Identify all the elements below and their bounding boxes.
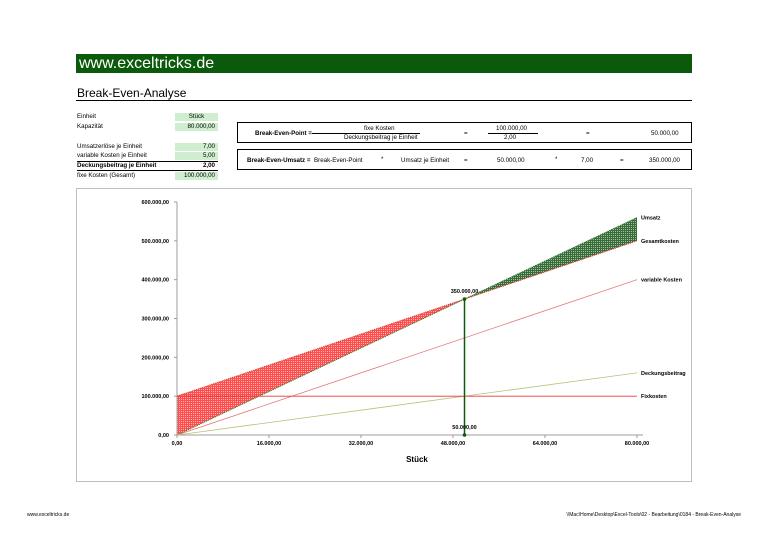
einheit-label: Einheit bbox=[77, 113, 96, 120]
series-label: Fixkosten bbox=[641, 394, 667, 400]
beu-result: 350.000,00 bbox=[649, 157, 680, 164]
y-tick-label: 100.000,00 bbox=[141, 394, 169, 400]
footer-right: \\Mac\Home\Desktop\Excel-Tools\02 - Bear… bbox=[566, 512, 741, 518]
beu-term2: Umsatz je Einheit bbox=[401, 157, 450, 164]
break-even-point bbox=[462, 297, 467, 301]
sum-rule-bottom bbox=[77, 170, 218, 171]
umsatzerloese-label: Umsatzerlöse je Einheit bbox=[77, 143, 142, 150]
series-label: Deckungsbeitrag bbox=[641, 371, 686, 377]
bep-fraction-line bbox=[312, 133, 420, 134]
bep-value-fraction-line bbox=[488, 133, 538, 134]
bep-denominator-value: 2,00 bbox=[504, 134, 517, 141]
series-line bbox=[176, 279, 638, 436]
title-divider bbox=[76, 100, 692, 101]
chart-canvas: 0,00 100.000,00 200.000,00 300.000,00 400.00… bbox=[141, 200, 686, 464]
beu-value1: 50.000,00 bbox=[497, 157, 525, 164]
x-tick-label: 48.000,00 bbox=[441, 441, 465, 447]
break-even-chart[interactable]: 0,00 100.000,00 200.000,00 300.000,00 400.00… bbox=[76, 188, 692, 482]
beu-op2: * bbox=[555, 156, 558, 163]
bep-result: 50.000,00 bbox=[651, 130, 679, 137]
y-tick-label: 600.000,00 bbox=[141, 200, 169, 206]
x-tick-label: 16.000,00 bbox=[257, 441, 281, 447]
y-tick-label: 0,00 bbox=[158, 433, 169, 439]
series-line bbox=[176, 217, 638, 436]
footer-left: www.exceltricks.de bbox=[27, 512, 70, 518]
umsatzerloese-value[interactable]: 7,00 bbox=[175, 143, 218, 151]
break-even-x-point bbox=[462, 433, 467, 437]
beu-equals-2: = bbox=[620, 157, 624, 164]
y-tick-label: 500.000,00 bbox=[141, 239, 169, 245]
bep-denominator-label: Deckungsbeitrag je Einheit bbox=[344, 134, 418, 141]
series-label: Umsatz bbox=[641, 216, 661, 222]
bep-equals-1: = bbox=[464, 130, 468, 137]
annotation-label: 350.000,00 bbox=[451, 289, 479, 295]
fixe-kosten-label: fixe Kosten (Gesamt) bbox=[77, 172, 136, 179]
x-tick-label: 32.000,00 bbox=[349, 441, 373, 447]
deckungsbeitrag-value: 2,00 bbox=[202, 162, 215, 169]
series-label: variable Kosten bbox=[641, 278, 683, 284]
series-line bbox=[176, 372, 638, 436]
beu-value2: 7,00 bbox=[581, 157, 594, 164]
fixe-kosten-value[interactable]: 100.000,00 bbox=[175, 172, 218, 180]
beu-term1: Break-Even-Point bbox=[314, 157, 363, 164]
bep-numerator-label: fixe Kosten bbox=[364, 125, 395, 132]
annotation-label: 50.000,00 bbox=[452, 425, 476, 431]
sum-rule-top bbox=[77, 161, 218, 162]
beu-op1: * bbox=[381, 156, 384, 163]
x-axis-title: Stück bbox=[406, 455, 428, 464]
y-tick-label: 400.000,00 bbox=[141, 278, 169, 284]
variable-kosten-value[interactable]: 5,00 bbox=[175, 152, 218, 160]
x-tick-label: 0,00 bbox=[172, 441, 183, 447]
page-title: Break-Even-Analyse bbox=[77, 86, 187, 100]
break-even-umsatz-box: Break-Even-Umsatz = Break-Even-Point * U… bbox=[237, 149, 692, 170]
break-even-point-box: Break-Even-Point = fixe Kosten Deckungsb… bbox=[237, 122, 692, 143]
site-banner: www.exceltricks.de bbox=[76, 54, 692, 73]
kapazitaet-value[interactable]: 80.000,00 bbox=[175, 123, 218, 131]
kapazitaet-label: Kapazität bbox=[77, 123, 103, 130]
bep-equals-2: = bbox=[586, 130, 590, 137]
deckungsbeitrag-label: Deckungsbeitrag je Einheit bbox=[77, 162, 157, 169]
variable-kosten-label: variable Kosten je Einheit bbox=[77, 152, 147, 159]
x-tick-label: 80.000,00 bbox=[625, 441, 649, 447]
series-line bbox=[176, 240, 638, 397]
einheit-value[interactable]: Stück bbox=[175, 113, 218, 121]
y-tick-label: 200.000,00 bbox=[141, 355, 169, 361]
beu-equals-1: = bbox=[464, 157, 468, 164]
x-tick-label: 64.000,00 bbox=[533, 441, 557, 447]
series-label: Gesamtkosten bbox=[641, 239, 680, 245]
beu-label: Break-Even-Umsatz = bbox=[247, 157, 311, 164]
y-tick-label: 300.000,00 bbox=[141, 317, 169, 323]
bep-numerator-value: 100.000,00 bbox=[496, 125, 527, 132]
bep-label: Break-Even-Point = bbox=[255, 130, 312, 137]
